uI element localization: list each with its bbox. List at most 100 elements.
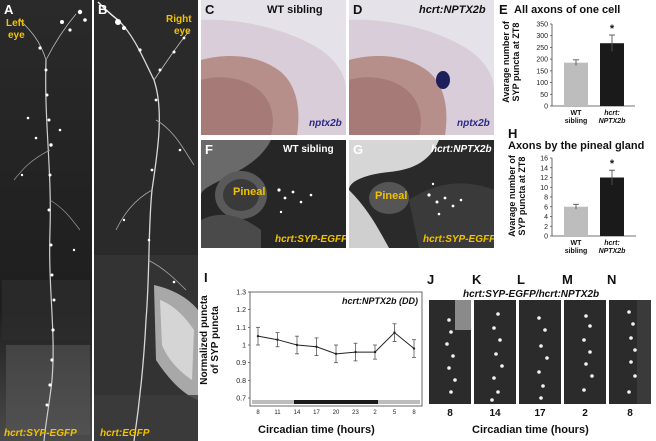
panel-i-tick-label: 0.8 — [236, 378, 246, 385]
panel-i-lightbar-segment — [315, 400, 336, 404]
panel-k-timepoint: 14 — [489, 408, 501, 419]
panel-b: B Right eye hcrt:EGFP — [94, 0, 198, 441]
panel-e-tick-label: 300 — [536, 33, 548, 40]
panel-e-category-label: sibling — [565, 118, 588, 125]
panel-h-tick-label: 6 — [544, 204, 548, 211]
panel-g-region: Pineal — [375, 190, 408, 202]
panel-i-annotation: hcrt:NPTX2b (DD) — [342, 296, 418, 306]
panel-e-category-label: WT — [571, 110, 583, 117]
panel-i-point — [315, 345, 318, 348]
panel-l-micrograph — [519, 300, 561, 404]
panel-i-point — [373, 350, 377, 354]
panel-d-letter: D — [353, 2, 363, 17]
panel-m-letter: M — [562, 272, 573, 287]
panel-c: C WT sibling nptx2b — [201, 0, 346, 135]
panel-a-micrograph — [0, 0, 92, 441]
panel-i-point — [334, 352, 338, 356]
panel-i-point — [354, 350, 357, 354]
panel-d: D hcrt:NPTX2b nptx2b — [349, 0, 494, 135]
panel-n — [609, 300, 651, 404]
panel-i-lightbar-segment — [336, 400, 357, 404]
panel-i-x-tick-label: 8 — [256, 410, 260, 416]
panel-h-category-label: NPTX2b — [599, 248, 627, 255]
panel-e-ylabel: Avarage number of SYP puncta at ZT8 — [501, 12, 521, 112]
panel-i-point — [295, 343, 299, 347]
panel-a-bottom-label: hcrt:SYP-EGFP — [4, 428, 77, 439]
panel-i-x-tick-label: 5 — [393, 410, 397, 416]
panel-h-significance: * — [610, 158, 615, 170]
panel-e-category-label: hcrt: — [604, 110, 620, 117]
panel-g: G hcrt:NPTX2b Pineal hcrt:SYP-EGFP — [349, 140, 494, 248]
panel-i-x-tick-label: 2 — [373, 410, 377, 416]
panel-h-category-label: sibling — [565, 248, 588, 255]
panel-l-letter: L — [517, 272, 525, 287]
panel-m-micrograph — [564, 300, 606, 404]
panel-h-category-label: hcrt: — [604, 240, 620, 247]
panel-e-tick-label: 350 — [536, 22, 548, 29]
panel-i-tick-label: 1.2 — [236, 307, 246, 314]
panel-h-bar — [600, 177, 624, 236]
panel-g-title: hcrt:NPTX2b — [431, 144, 492, 155]
panel-i-point — [412, 347, 416, 350]
panel-h-tick-label: 14 — [540, 165, 548, 172]
panel-i-x-tick-label: 20 — [333, 410, 340, 416]
panel-h-tick-label: 8 — [544, 195, 548, 202]
panel-e-significance: * — [610, 23, 615, 35]
panel-l — [519, 300, 561, 404]
panel-e-category-label: NPTX2b — [599, 118, 627, 125]
panel-c-letter: C — [205, 2, 215, 17]
panel-k — [474, 300, 516, 404]
panel-i-chart: 0.7 0.8 0.9 1 1.1 1.2 1.3 8 11 14 17 20 23 2 5 8 hcrt:NP… — [236, 290, 423, 416]
panel-h-title: Axons by the pineal gland — [508, 140, 645, 152]
jn-xlabel: Circadian time (hours) — [472, 424, 589, 436]
panel-i-x-tick-label: 17 — [313, 410, 320, 416]
panel-c-title: WT sibling — [267, 4, 323, 16]
panel-e-tick-label: 200 — [536, 57, 548, 64]
panel-b-micrograph — [94, 0, 198, 441]
panel-i-lightbar-segment — [357, 400, 378, 404]
panel-j-letter: J — [427, 272, 435, 287]
panel-i-x-tick-label: 11 — [274, 410, 281, 416]
panel-e-bar — [600, 43, 624, 106]
panel-i-point — [256, 334, 260, 338]
panel-e-tick-label: 150 — [536, 68, 548, 75]
panel-j — [429, 300, 471, 404]
panel-f-title: WT sibling — [283, 144, 334, 155]
panel-b-bottom-label: hcrt:EGFP — [100, 428, 150, 439]
panel-i-lightbar-segment — [399, 400, 420, 404]
panel-f-micrograph — [201, 140, 346, 248]
panel-h-tick-label: 10 — [540, 185, 548, 192]
panel-i-ylabel-line1: Normalized puncta — [199, 295, 210, 385]
panel-e-letter: E — [499, 2, 508, 17]
panel-i-point — [276, 338, 279, 341]
panel-c-probe: nptx2b — [309, 118, 342, 129]
panel-i-lightbar-segment — [273, 400, 294, 404]
panel-d-micrograph — [349, 0, 494, 135]
panel-i-x-tick-label: 8 — [412, 410, 416, 416]
panel-i-letter: I — [204, 270, 208, 285]
panel-a-letter: A — [4, 2, 14, 17]
panel-n-micrograph — [609, 300, 651, 404]
panel-a-top-label: Left — [6, 18, 25, 29]
panel-e-tick-label: 250 — [536, 45, 548, 52]
panel-i-point — [393, 331, 396, 334]
panel-h-bar — [564, 206, 588, 236]
panel-i-lightbar-segment — [294, 400, 315, 404]
panel-h-tick-label: 12 — [540, 175, 548, 182]
panel-i-frame — [249, 291, 423, 407]
panel-n-letter: N — [607, 272, 617, 287]
panel-i-tick-label: 1.1 — [236, 325, 246, 332]
panel-i-tick-label: 1 — [242, 343, 246, 350]
panel-i-x-tick-label: 23 — [352, 410, 359, 416]
panel-i-x-tick-label: 14 — [294, 410, 301, 416]
panel-k-micrograph — [474, 300, 516, 404]
panel-e-bar — [564, 62, 588, 106]
panel-h-letter: H — [508, 126, 518, 141]
panel-f-region: Pineal — [233, 186, 266, 198]
panel-h-category-label: WT — [571, 240, 583, 247]
panel-i-tick-label: 0.9 — [236, 360, 246, 367]
panel-e-title: All axons of one cell — [514, 4, 621, 16]
panel-n-timepoint: 8 — [627, 408, 633, 419]
